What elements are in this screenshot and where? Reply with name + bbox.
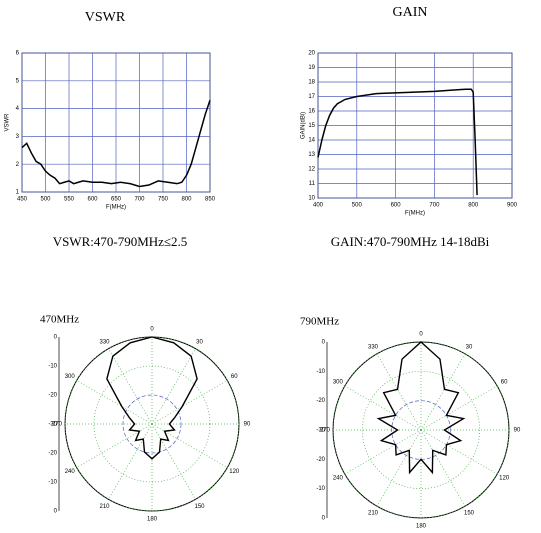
y-tick-label: 18	[308, 80, 315, 86]
y-tick-label: 16	[308, 109, 315, 115]
y-tick-label: 6	[16, 51, 20, 57]
y-tick-label: 10	[308, 196, 315, 202]
x-axis-label: F(MHz)	[405, 211, 425, 217]
theta-tick-label: 30	[196, 339, 203, 345]
theta-tick-label: 240	[333, 476, 344, 482]
r-tick-label: -20	[316, 457, 325, 463]
theta-tick-label: 330	[368, 344, 379, 350]
y-tick-label: 3	[16, 134, 20, 140]
x-tick-label: 500	[40, 197, 51, 203]
x-tick-label: 900	[507, 203, 518, 209]
theta-tick-label: 300	[65, 374, 76, 380]
y-tick-label: 14	[308, 138, 315, 144]
theta-tick-label: 150	[464, 511, 475, 517]
r-tick-label: -20	[48, 451, 57, 457]
theta-tick-label: 210	[368, 511, 379, 517]
theta-tick-label: 180	[147, 517, 158, 523]
y-tick-label: 15	[308, 123, 315, 129]
grid-spoke	[151, 380, 228, 425]
grid-spoke	[108, 423, 153, 500]
y-tick-label: 19	[308, 65, 315, 71]
chart-title: 790MHz	[300, 316, 339, 328]
r-tick-label: -10	[316, 486, 325, 492]
r-tick-label: -20	[48, 393, 57, 399]
pattern-line	[106, 336, 198, 460]
y-tick-label: 2	[16, 162, 20, 168]
r-tick-label: -30	[316, 428, 325, 434]
grid-ring	[64, 336, 240, 512]
y-tick-label: 20	[308, 51, 315, 57]
grid-spoke	[76, 380, 153, 425]
y-tick-label: 17	[308, 94, 315, 100]
r-tick-label: 0	[322, 516, 326, 522]
grid-spoke	[76, 423, 153, 468]
theta-tick-label: 90	[514, 428, 521, 434]
theta-tick-label: 270	[320, 428, 331, 434]
y-tick-label: 4	[16, 106, 20, 112]
caption: VSWR:470-790MHz≤2.5	[53, 234, 188, 249]
theta-tick-label: 300	[333, 380, 344, 386]
y-tick-label: 1	[16, 190, 20, 196]
theta-tick-label: 60	[501, 380, 508, 386]
x-tick-label: 700	[429, 203, 440, 209]
theta-tick-label: 0	[150, 327, 154, 333]
grid-spoke	[151, 423, 196, 500]
chart-title: GAIN	[393, 5, 428, 20]
r-tick-label: 0	[322, 340, 326, 346]
grid-spoke	[108, 348, 153, 425]
r-tick-label: 0	[54, 335, 58, 341]
x-tick-label: 400	[313, 203, 324, 209]
x-axis-label: F(MHz)	[106, 205, 126, 211]
theta-tick-label: 210	[99, 504, 110, 510]
x-tick-label: 600	[391, 203, 402, 209]
x-tick-label: 550	[64, 197, 75, 203]
grid-spoke	[420, 353, 466, 431]
data-line	[21, 100, 211, 188]
r-tick-label: -10	[48, 480, 57, 486]
x-tick-label: 500	[352, 203, 363, 209]
theta-tick-label: 150	[194, 504, 205, 510]
data-line	[317, 88, 478, 196]
grid-ring	[122, 394, 182, 454]
x-tick-label: 450	[17, 197, 28, 203]
theta-tick-label: 240	[65, 469, 76, 475]
theta-tick-label: 120	[499, 476, 510, 482]
theta-tick-label: 180	[416, 524, 427, 530]
chart-title: 470MHz	[40, 314, 79, 326]
r-tick-label: -30	[48, 422, 57, 428]
y-tick-label: 13	[308, 152, 315, 158]
x-tick-label: 600	[87, 197, 98, 203]
theta-tick-label: 120	[229, 469, 240, 475]
caption: GAIN:470-790MHz 14-18dBi	[331, 234, 490, 249]
grid-ring	[361, 370, 481, 490]
x-tick-label: 800	[468, 203, 479, 209]
r-tick-label: -10	[48, 364, 57, 370]
theta-tick-label: 330	[99, 339, 110, 345]
theta-tick-label: 90	[244, 422, 251, 428]
x-tick-label: 700	[134, 197, 145, 203]
grid-ring	[391, 400, 451, 460]
theta-tick-label: 30	[466, 344, 473, 350]
x-tick-label: 800	[181, 197, 192, 203]
grid-spoke	[151, 348, 196, 425]
grid-spoke	[376, 353, 422, 431]
theta-tick-label: 0	[419, 332, 423, 338]
x-tick-label: 750	[158, 197, 169, 203]
y-tick-label: 11	[309, 181, 316, 187]
pattern-line	[376, 341, 466, 475]
r-tick-label: -20	[316, 398, 325, 404]
y-tick-label: 12	[308, 167, 315, 173]
y-axis-label: VSWR	[5, 113, 11, 132]
r-tick-label: 0	[54, 509, 58, 515]
x-tick-label: 850	[205, 197, 216, 203]
chart-title: VSWR	[85, 10, 126, 25]
y-axis-label: GAIN(dBi)	[301, 112, 307, 139]
y-tick-label: 5	[16, 78, 20, 84]
grid-spoke	[151, 423, 228, 468]
theta-tick-label: 270	[52, 422, 63, 428]
theta-tick-label: 60	[231, 374, 238, 380]
x-tick-label: 650	[111, 197, 122, 203]
r-tick-label: -10	[316, 369, 325, 375]
